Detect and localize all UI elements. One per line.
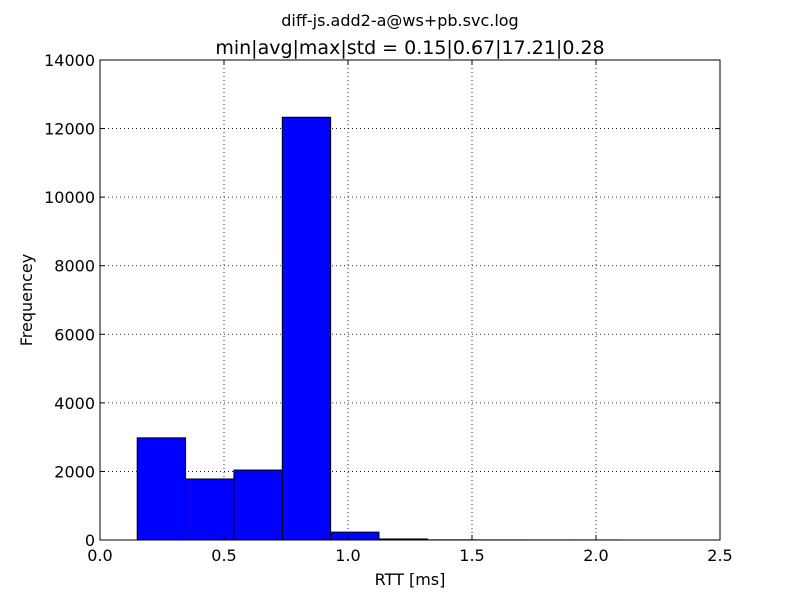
y-axis-label: Frequencey — [17, 254, 36, 347]
y-tick-labels: 0 2000 4000 6000 8000 10000 12000 14000 — [44, 51, 95, 550]
histogram-bars — [136, 116, 622, 541]
histogram-bar — [281, 116, 332, 541]
plot-frame — [99, 59, 721, 541]
y-tick-label: 4000 — [54, 394, 95, 413]
histogram-bar — [233, 469, 283, 541]
y-tick-label: 14000 — [44, 51, 95, 70]
y-tick-label: 8000 — [54, 257, 95, 276]
axis-ticks — [99, 59, 721, 541]
x-tick-label: 0.5 — [211, 546, 236, 565]
x-tick-label: 2.5 — [707, 546, 732, 565]
y-tick-label: 10000 — [44, 188, 95, 207]
x-tick-label: 2.0 — [583, 546, 608, 565]
y-tick-label: 12000 — [44, 120, 95, 139]
histogram-bar — [330, 531, 380, 541]
x-axis-label: RTT [ms] — [375, 570, 446, 589]
grid-lines — [99, 59, 721, 541]
x-tick-labels: 0.0 0.5 1.0 1.5 2.0 2.5 — [87, 546, 732, 565]
x-tick-label: 1.5 — [459, 546, 484, 565]
chart-title: min|avg|max|std = 0.15|0.67|17.21|0.28 — [215, 37, 604, 59]
y-tick-label: 6000 — [54, 325, 95, 344]
y-tick-label: 0 — [85, 531, 95, 550]
histogram-bar — [136, 437, 187, 541]
histogram-bar — [185, 478, 235, 541]
x-tick-label: 0.0 — [87, 546, 112, 565]
y-tick-label: 2000 — [54, 462, 95, 481]
chart-suptitle: diff-js.add2-a@ws+pb.svc.log — [281, 11, 518, 30]
x-tick-label: 1.0 — [335, 546, 360, 565]
